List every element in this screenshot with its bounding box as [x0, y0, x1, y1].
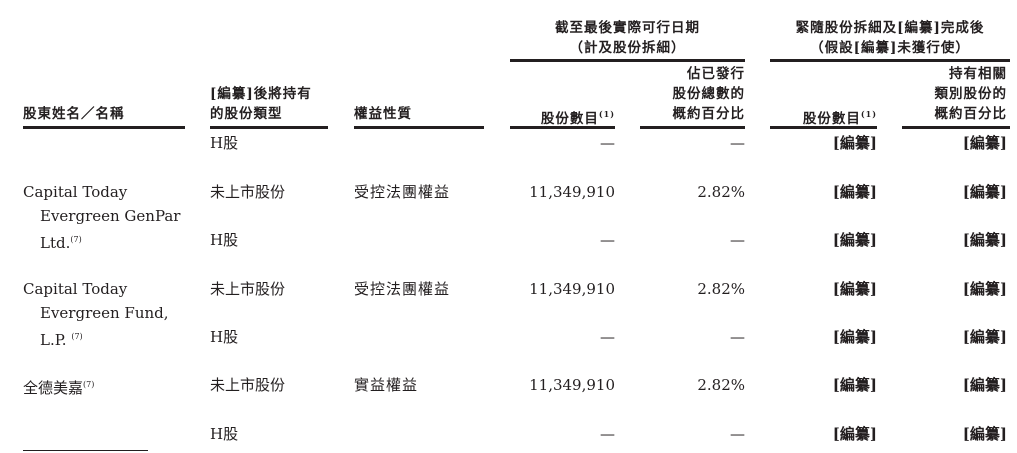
col-header-pct: 佔已發行 股份總數的 概約百分比	[672, 66, 745, 122]
header-rule-post-shares	[770, 126, 877, 129]
post-shares-percentage: [編纂]	[962, 231, 1007, 249]
table-row: H股 — — [編纂] [編纂]	[0, 422, 1017, 446]
post-shares-percentage: [編纂]	[962, 425, 1007, 443]
table-row: H股 — — [編纂] [編纂]	[0, 131, 1017, 155]
share-type: H股	[210, 134, 239, 152]
post-shares-count: [編纂]	[832, 425, 877, 443]
table-row: H股 — — [編纂] [編纂]	[0, 325, 1017, 349]
post-shares-percentage: [編纂]	[962, 328, 1007, 346]
shares-percentage: 2.82%	[697, 376, 745, 394]
post-shares-count: [編纂]	[832, 376, 877, 394]
header-rule-shares	[510, 126, 615, 129]
share-type: 未上市股份	[210, 280, 286, 298]
share-type: 未上市股份	[210, 183, 286, 201]
shares-count: 11,349,910	[529, 376, 615, 394]
shares-count: —	[600, 231, 615, 249]
share-type: 未上市股份	[210, 376, 286, 394]
holder-name: Capital Today Evergreen GenPar Ltd.(7)	[23, 183, 181, 252]
col-header-post-pct: 持有相關 類別股份的 概約百分比	[934, 66, 1007, 122]
holder-name: 全德美嘉(7)	[23, 379, 95, 397]
col-header-shares: 股份數目(1)	[540, 109, 615, 127]
col-header-post-shares: 股份數目(1)	[802, 109, 877, 127]
shares-percentage: —	[730, 328, 745, 346]
footnote-rule	[23, 450, 148, 451]
header-rule-type	[210, 126, 328, 129]
group-header-current: 截至最後實際可行日期 （計及股份拆細）	[555, 20, 700, 56]
share-type: H股	[210, 231, 239, 249]
shares-count: 11,349,910	[529, 280, 615, 298]
post-shares-count: [編纂]	[832, 231, 877, 249]
table-row: 未上市股份 受控法團權益 11,349,910 2.82% [編纂] [編纂]	[0, 277, 1017, 301]
header-rule-name	[23, 126, 185, 129]
shares-count: —	[600, 328, 615, 346]
group-rule-current	[510, 59, 745, 62]
group-header-after: 緊隨股份拆細及[編纂]完成後 （假設[編纂]未獲行使）	[795, 20, 985, 56]
share-type: H股	[210, 328, 239, 346]
shares-count: 11,349,910	[529, 183, 615, 201]
group-rule-after	[770, 59, 1010, 62]
shares-percentage: —	[730, 425, 745, 443]
col-header-type: [編纂]後將持有 的股份類型	[210, 86, 312, 122]
interest-nature: 實益權益	[354, 376, 419, 394]
interest-nature: 受控法團權益	[354, 183, 451, 201]
post-shares-count: [編纂]	[832, 134, 877, 152]
header-rule-pct	[640, 126, 745, 129]
post-shares-count: [編纂]	[832, 183, 877, 201]
shares-percentage: 2.82%	[697, 183, 745, 201]
table-row: 未上市股份 受控法團權益 11,349,910 2.82% [編纂] [編纂]	[0, 180, 1017, 204]
post-shares-count: [編纂]	[832, 280, 877, 298]
interest-nature: 受控法團權益	[354, 280, 451, 298]
share-type: H股	[210, 425, 239, 443]
post-shares-percentage: [編纂]	[962, 376, 1007, 394]
header-rule-post-pct	[902, 126, 1010, 129]
shares-percentage: —	[730, 134, 745, 152]
post-shares-count: [編纂]	[832, 328, 877, 346]
shares-count: —	[600, 425, 615, 443]
post-shares-percentage: [編纂]	[962, 134, 1007, 152]
post-shares-percentage: [編纂]	[962, 280, 1007, 298]
col-header-name: 股東姓名／名稱	[23, 106, 125, 122]
holder-name: Capital Today Evergreen Fund, L.P. (7)	[23, 280, 169, 349]
col-header-nature: 權益性質	[354, 106, 412, 122]
shares-percentage: 2.82%	[697, 280, 745, 298]
header-rule-nature	[354, 126, 484, 129]
table-row: H股 — — [編纂] [編纂]	[0, 228, 1017, 252]
shares-count: —	[600, 134, 615, 152]
shares-percentage: —	[730, 231, 745, 249]
post-shares-percentage: [編纂]	[962, 183, 1007, 201]
table-row: 未上市股份 實益權益 11,349,910 2.82% [編纂] [編纂]	[0, 373, 1017, 397]
